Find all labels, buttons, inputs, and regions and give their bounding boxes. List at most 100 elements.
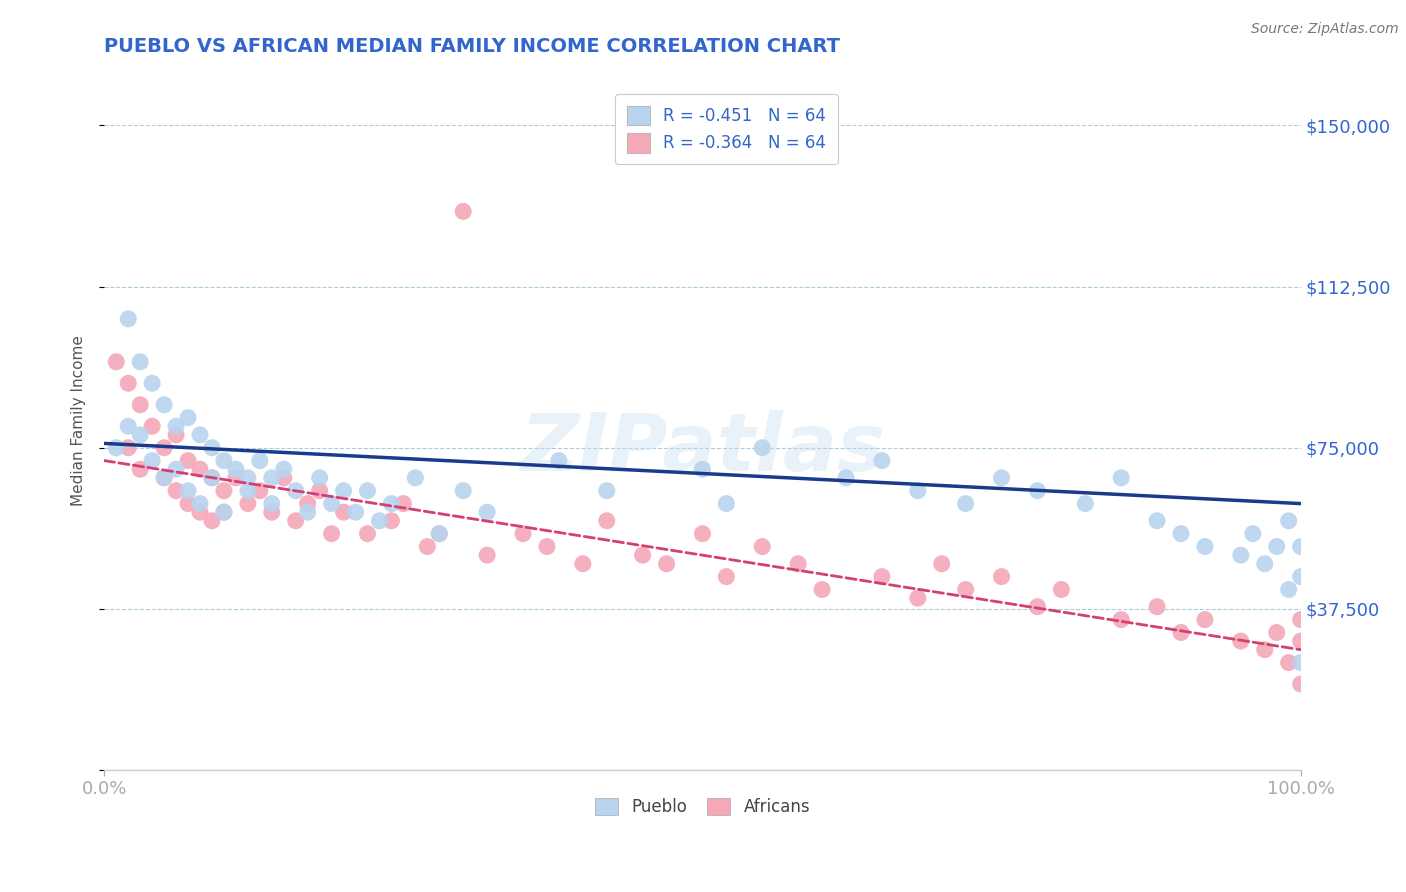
Point <box>1109 613 1132 627</box>
Point <box>284 483 307 498</box>
Point <box>117 311 139 326</box>
Point <box>105 441 128 455</box>
Point <box>165 483 187 498</box>
Point <box>451 483 474 498</box>
Point <box>153 471 176 485</box>
Point <box>404 471 426 485</box>
Point <box>129 427 152 442</box>
Point <box>308 483 330 498</box>
Point <box>165 419 187 434</box>
Point <box>117 441 139 455</box>
Point <box>129 355 152 369</box>
Point <box>165 462 187 476</box>
Point <box>907 591 929 606</box>
Text: Source: ZipAtlas.com: Source: ZipAtlas.com <box>1251 22 1399 37</box>
Point <box>1289 634 1312 648</box>
Point <box>655 557 678 571</box>
Point <box>931 557 953 571</box>
Point <box>907 483 929 498</box>
Point <box>105 355 128 369</box>
Point <box>141 419 163 434</box>
Point <box>1074 497 1097 511</box>
Point <box>416 540 439 554</box>
Text: ZIPatlas: ZIPatlas <box>520 409 884 488</box>
Point <box>188 462 211 476</box>
Point <box>332 505 354 519</box>
Point <box>692 526 714 541</box>
Point <box>596 483 619 498</box>
Point <box>321 526 343 541</box>
Point <box>1230 548 1253 562</box>
Point <box>201 471 224 485</box>
Point <box>344 505 367 519</box>
Point <box>273 471 295 485</box>
Point <box>692 462 714 476</box>
Point <box>188 427 211 442</box>
Point <box>1146 514 1168 528</box>
Point <box>332 483 354 498</box>
Point <box>1254 642 1277 657</box>
Point <box>1289 613 1312 627</box>
Point <box>321 497 343 511</box>
Point <box>284 514 307 528</box>
Point <box>249 453 271 467</box>
Point <box>273 462 295 476</box>
Point <box>1050 582 1073 597</box>
Point <box>117 419 139 434</box>
Point <box>356 483 378 498</box>
Point <box>201 471 224 485</box>
Point <box>1289 677 1312 691</box>
Point <box>990 569 1012 583</box>
Point <box>1026 483 1049 498</box>
Point <box>153 471 176 485</box>
Point <box>297 497 319 511</box>
Point <box>512 526 534 541</box>
Point <box>392 497 415 511</box>
Point <box>451 204 474 219</box>
Point <box>1230 634 1253 648</box>
Point <box>356 526 378 541</box>
Point <box>475 505 498 519</box>
Point <box>1146 599 1168 614</box>
Point <box>177 410 200 425</box>
Point <box>260 497 283 511</box>
Point <box>260 471 283 485</box>
Point <box>1194 540 1216 554</box>
Point <box>260 505 283 519</box>
Point <box>870 453 893 467</box>
Point <box>1254 557 1277 571</box>
Point <box>177 497 200 511</box>
Point <box>1170 625 1192 640</box>
Point <box>631 548 654 562</box>
Point <box>1289 540 1312 554</box>
Point <box>955 582 977 597</box>
Point <box>835 471 858 485</box>
Point <box>177 483 200 498</box>
Point <box>1026 599 1049 614</box>
Point <box>1289 656 1312 670</box>
Point <box>990 471 1012 485</box>
Point <box>751 441 773 455</box>
Point <box>212 505 235 519</box>
Point <box>177 453 200 467</box>
Point <box>188 497 211 511</box>
Point <box>212 483 235 498</box>
Point <box>368 514 391 528</box>
Point <box>165 427 187 442</box>
Point <box>308 471 330 485</box>
Point <box>716 569 738 583</box>
Point <box>236 471 259 485</box>
Point <box>225 471 247 485</box>
Point <box>212 505 235 519</box>
Point <box>870 569 893 583</box>
Point <box>1241 526 1264 541</box>
Point <box>201 514 224 528</box>
Point <box>297 505 319 519</box>
Point <box>716 497 738 511</box>
Point <box>787 557 810 571</box>
Point <box>475 548 498 562</box>
Point <box>225 462 247 476</box>
Point <box>1265 540 1288 554</box>
Point <box>212 453 235 467</box>
Point <box>129 398 152 412</box>
